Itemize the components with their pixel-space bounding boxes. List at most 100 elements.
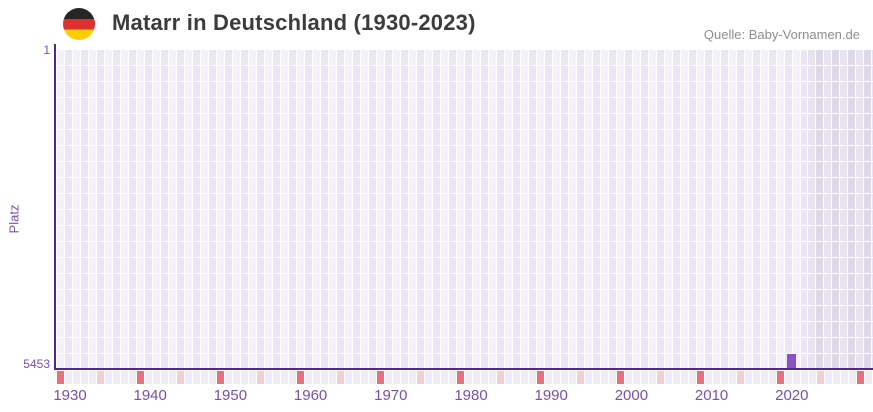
timeline-cell-1988 xyxy=(520,371,528,384)
timeline-cell-2003 xyxy=(640,371,648,384)
y-tick-bottom: 5453 xyxy=(23,357,50,371)
timeline-cell-1972 xyxy=(392,371,400,384)
timeline-cell-1957 xyxy=(272,371,280,384)
x-tick-label-1930: 1930 xyxy=(53,387,87,404)
timeline-cell-2014 xyxy=(728,371,736,384)
timeline-cell-2023 xyxy=(800,371,808,384)
timeline-cell-2004 xyxy=(648,371,656,384)
timeline-cell-2031 xyxy=(864,371,872,384)
timeline-cell-1970 xyxy=(376,371,384,384)
timeline-cell-1959 xyxy=(288,371,296,384)
y-tick-top: 1 xyxy=(43,43,50,57)
timeline-cell-1983 xyxy=(480,371,488,384)
timeline-cell-2024 xyxy=(808,371,816,384)
timeline-cell-2020 xyxy=(776,371,784,384)
timeline-cell-1953 xyxy=(240,371,248,384)
timeline-cell-1974 xyxy=(408,371,416,384)
timeline-cell-1981 xyxy=(464,371,472,384)
timeline-cell-1946 xyxy=(184,371,192,384)
germany-flag-icon xyxy=(63,8,95,40)
x-tick-label-1970: 1970 xyxy=(374,387,408,404)
timeline-cell-1991 xyxy=(544,371,552,384)
timeline-cell-2021 xyxy=(784,371,792,384)
x-axis-line xyxy=(54,368,873,370)
y-axis-line xyxy=(54,44,56,370)
timeline-cell-1976 xyxy=(424,371,432,384)
timeline-cell-1937 xyxy=(112,371,120,384)
timeline-cell-2029 xyxy=(848,371,856,384)
timeline-cell-2006 xyxy=(664,371,672,384)
timeline-cell-1966 xyxy=(344,371,352,384)
x-tick-label-1950: 1950 xyxy=(213,387,248,404)
timeline-cell-2010 xyxy=(696,371,704,384)
timeline-cell-1992 xyxy=(552,371,560,384)
x-tick-label-1980: 1980 xyxy=(454,387,488,404)
timeline-tick-row xyxy=(56,371,873,384)
timeline-cell-1931 xyxy=(64,371,72,384)
timeline-cell-1948 xyxy=(200,371,208,384)
timeline-cell-1978 xyxy=(440,371,448,384)
timeline-cell-1942 xyxy=(152,371,160,384)
timeline-cell-1950 xyxy=(216,371,224,384)
timeline-cell-2016 xyxy=(744,371,752,384)
timeline-cell-2012 xyxy=(712,371,720,384)
timeline-cell-2008 xyxy=(680,371,688,384)
timeline-cell-1963 xyxy=(320,371,328,384)
timeline-cell-1961 xyxy=(304,371,312,384)
timeline-cell-2009 xyxy=(688,371,696,384)
timeline-cell-1990 xyxy=(536,371,544,384)
timeline-cell-1932 xyxy=(72,371,80,384)
timeline-cell-1969 xyxy=(368,371,376,384)
timeline-cell-2000 xyxy=(616,371,624,384)
timeline-cell-1954 xyxy=(248,371,256,384)
timeline-cell-1986 xyxy=(504,371,512,384)
grid-future-region xyxy=(807,49,873,368)
data-point-2020[interactable] xyxy=(787,354,796,368)
timeline-cell-1955 xyxy=(256,371,264,384)
timeline-cell-1938 xyxy=(120,371,128,384)
timeline-cell-1979 xyxy=(448,371,456,384)
timeline-cell-1934 xyxy=(88,371,96,384)
timeline-cell-1994 xyxy=(568,371,576,384)
timeline-cell-1941 xyxy=(144,371,152,384)
grid-data-region xyxy=(56,49,807,368)
timeline-cell-1956 xyxy=(264,371,272,384)
timeline-cell-1993 xyxy=(560,371,568,384)
x-tick-label-2020: 2020 xyxy=(775,387,809,404)
timeline-cell-1933 xyxy=(80,371,88,384)
timeline-cell-1982 xyxy=(472,371,480,384)
timeline-cell-1989 xyxy=(528,371,536,384)
timeline-cell-2002 xyxy=(632,371,640,384)
x-tick-label-2000: 2000 xyxy=(614,387,649,404)
timeline-cell-2011 xyxy=(704,371,712,384)
timeline-cell-1998 xyxy=(600,371,608,384)
timeline-cell-1964 xyxy=(328,371,336,384)
timeline-cell-1968 xyxy=(360,371,368,384)
timeline-cell-1971 xyxy=(384,371,392,384)
timeline-cell-2013 xyxy=(720,371,728,384)
timeline-cell-1980 xyxy=(456,371,464,384)
timeline-cell-2005 xyxy=(656,371,664,384)
timeline-cell-1995 xyxy=(576,371,584,384)
timeline-cell-2007 xyxy=(672,371,680,384)
timeline-cell-1952 xyxy=(232,371,240,384)
timeline-cell-1996 xyxy=(584,371,592,384)
timeline-cell-1977 xyxy=(432,371,440,384)
timeline-cell-2030 xyxy=(856,371,864,384)
x-axis-labels: 1930 1940 1950 1960 1970 1980 1990 2000 2010 2020 xyxy=(0,387,873,407)
timeline-cell-1962 xyxy=(312,371,320,384)
x-tick-label-1990: 1990 xyxy=(534,387,568,404)
timeline-cell-1984 xyxy=(488,371,496,384)
x-tick-label-1940: 1940 xyxy=(133,387,167,404)
timeline-cell-1967 xyxy=(352,371,360,384)
chart-title: Matarr in Deutschland (1930-2023) xyxy=(112,10,476,35)
plot-area xyxy=(56,49,873,368)
x-tick-label-1960: 1960 xyxy=(293,387,328,404)
timeline-cell-1985 xyxy=(496,371,504,384)
timeline-cell-1965 xyxy=(336,371,344,384)
y-axis-title: Platz xyxy=(6,204,22,234)
timeline-cell-1960 xyxy=(296,371,304,384)
timeline-cell-1945 xyxy=(176,371,184,384)
timeline-cell-1997 xyxy=(592,371,600,384)
